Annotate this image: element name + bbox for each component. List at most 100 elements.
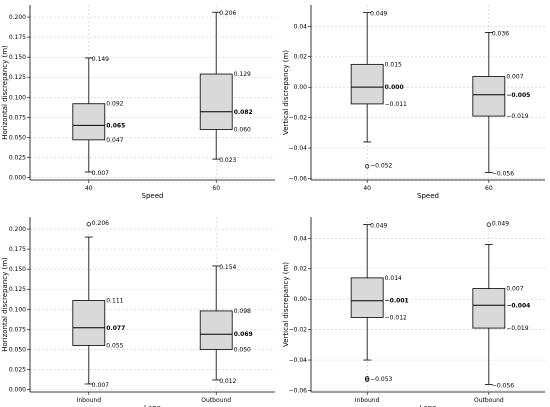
y-tick-label: 0.00: [294, 84, 308, 91]
q3-label: 0.129: [234, 71, 251, 78]
y-tick-label: 0.000: [9, 387, 26, 394]
whisker-high-label: 0.149: [92, 56, 109, 63]
outlier-label: 0.206: [92, 220, 109, 227]
y-tick-label: 0.075: [9, 114, 26, 121]
median-label: 0.082: [234, 109, 253, 116]
y-tick-label: 0.150: [9, 266, 26, 273]
whisker-high-label: 0.036: [492, 30, 509, 37]
whisker-low-label: 0.012: [219, 378, 236, 385]
whisker-low-label: 0.023: [219, 157, 236, 164]
whisker-low-label: 0.007: [92, 382, 109, 389]
box-Inbound: 0.014 −0.001 −0.012 0.049 −0.053: [350, 223, 409, 383]
box-40: 0.015 0.000 −0.011 0.049 −0.052: [350, 11, 407, 169]
outlier-point: [365, 376, 370, 381]
y-tick-label: −0.02: [289, 327, 308, 334]
iqr-box: [199, 73, 233, 130]
iqr-box: [472, 288, 506, 329]
x-tick-label: Outbound: [474, 397, 504, 404]
y-tick-label: −0.04: [289, 145, 308, 152]
y-tick-label: 0.200: [9, 14, 26, 21]
outlier-point: [486, 222, 491, 227]
iqr-box: [350, 277, 384, 318]
whisker-low-label: −0.056: [492, 382, 514, 389]
q3-label: 0.007: [506, 286, 523, 293]
y-tick-label: 0.025: [9, 155, 26, 162]
box-60: 0.129 0.082 0.060 0.206 0.023: [199, 10, 253, 164]
box-40: 0.092 0.065 0.047 0.149 0.007: [72, 56, 125, 177]
outlier-label: 0.049: [492, 221, 509, 228]
y-axis-label: Vertical discrepancy (m): [282, 50, 290, 135]
iqr-box: [199, 310, 233, 350]
y-tick-label: 0.050: [9, 134, 26, 141]
median-label: 0.000: [385, 84, 404, 91]
q3-label: 0.111: [106, 297, 123, 304]
q1-label: −0.019: [506, 113, 528, 120]
q1-label: −0.011: [385, 101, 407, 108]
panel-1: 0.000 0.025 0.050 0.075 0.100 0.125 0.150 0.175…: [1, 5, 275, 200]
iqr-box: [472, 76, 506, 117]
median-label: 0.065: [106, 122, 125, 129]
q1-label: 0.055: [106, 342, 123, 349]
x-axis-label: Speed: [417, 192, 439, 200]
y-tick-label: 0.100: [9, 94, 26, 101]
y-tick-label: 0.050: [9, 346, 26, 353]
whisker-low-label: −0.056: [492, 170, 514, 177]
whisker-low-label: 0.007: [92, 170, 109, 177]
y-tick-label: 0.075: [9, 326, 26, 333]
x-tick-label: 60: [212, 185, 220, 192]
q1-label: −0.019: [506, 325, 528, 332]
q3-label: 0.015: [385, 61, 402, 68]
y-tick-label: 0.200: [9, 226, 26, 233]
median-label: 0.069: [234, 331, 253, 338]
q1-label: 0.050: [234, 346, 251, 353]
outlier-point: [365, 377, 370, 382]
box-Outbound: 0.098 0.069 0.050 0.154 0.012: [199, 264, 253, 385]
x-tick-label: Inbound: [77, 397, 102, 404]
y-tick-label: 0.000: [9, 175, 26, 182]
panel-4: −0.06 −0.04 −0.02 0.00 0.02 0.04 Inbound Outbou…: [282, 217, 545, 407]
y-axis-label: Horizontal discrepancy (m): [1, 45, 9, 140]
y-tick-label: 0.175: [9, 34, 26, 41]
y-tick-label: −0.06: [289, 175, 308, 182]
y-axis-label: Vertical discrepancy (m): [282, 262, 290, 347]
q1-label: −0.012: [385, 314, 407, 321]
box-Outbound: 0.007 −0.004 −0.019 −0.056 0.049: [472, 221, 530, 389]
outlier-point: [86, 222, 91, 227]
q3-label: 0.014: [385, 275, 402, 282]
y-tick-label: 0.02: [294, 266, 308, 273]
y-tick-label: 0.100: [9, 306, 26, 313]
y-axis-label: Horizontal discrepancy (m): [1, 257, 9, 352]
y-tick-label: −0.02: [289, 115, 308, 122]
y-tick-label: −0.04: [289, 357, 308, 364]
x-axis-label: Speed: [142, 192, 164, 200]
iqr-box: [72, 300, 106, 346]
outlier-label: −0.052: [370, 162, 392, 169]
x-tick-label: Inbound: [355, 397, 380, 404]
y-tick-label: 0.02: [294, 54, 308, 61]
whisker-high-label: 0.049: [370, 223, 387, 230]
whisker-high-label: 0.206: [219, 10, 236, 17]
median-label: −0.004: [506, 302, 530, 309]
outlier-point: [365, 164, 370, 169]
whisker-high-label: 0.154: [219, 264, 236, 271]
y-tick-label: 0.00: [294, 296, 308, 303]
median-label: −0.001: [385, 298, 409, 305]
y-tick-label: 0.04: [294, 235, 308, 242]
box-60: 0.007 −0.005 −0.019 0.036 −0.056: [472, 30, 530, 177]
q1-label: 0.047: [106, 137, 123, 144]
y-tick-label: 0.125: [9, 286, 26, 293]
x-axis-label: Lane: [144, 404, 161, 407]
x-tick-label: Outbound: [201, 397, 231, 404]
panel-2: −0.06 −0.04 −0.02 0.00 0.02 0.04 40 60 0.015 0.00…: [282, 5, 545, 200]
median-label: 0.077: [106, 325, 125, 332]
x-tick-label: 40: [363, 185, 371, 192]
outlier-label: −0.053: [370, 376, 392, 383]
whisker-high-label: 0.049: [370, 11, 387, 18]
y-tick-label: −0.06: [289, 387, 308, 394]
iqr-box: [72, 103, 106, 141]
q3-label: 0.098: [234, 308, 251, 315]
box-Inbound: 0.111 0.077 0.055 0.007 0.206: [72, 220, 125, 389]
median-label: −0.005: [506, 92, 530, 99]
q3-label: 0.007: [506, 74, 523, 81]
